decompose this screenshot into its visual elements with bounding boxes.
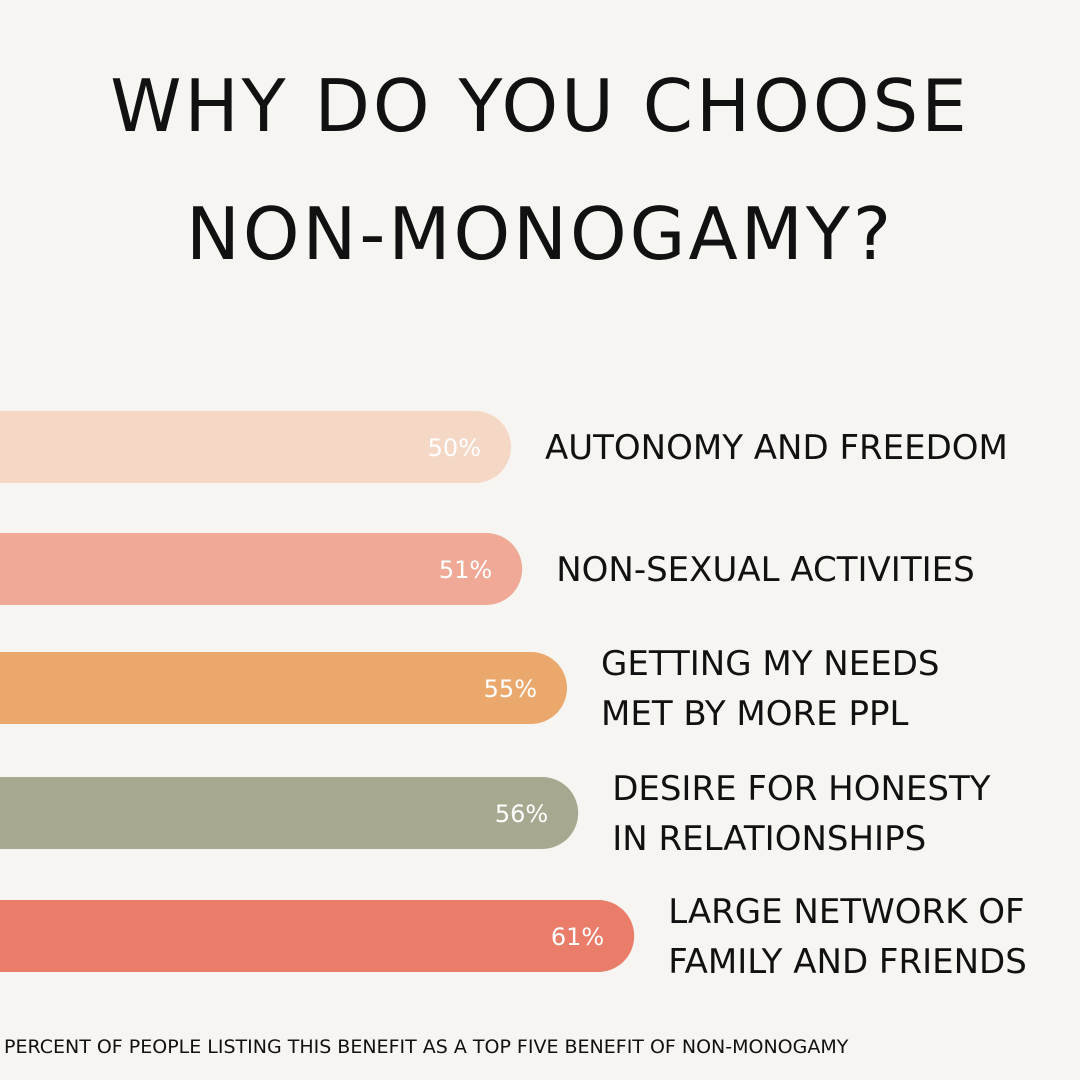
bar-value-label: 51% <box>439 556 492 584</box>
bar-value-label: 55% <box>484 675 537 703</box>
bar-chart: 50% AUTONOMY AND FREEDOM 51% NON-SEXUAL ACT… <box>0 411 1027 982</box>
bar <box>0 777 579 849</box>
bar <box>0 900 635 972</box>
bar <box>0 411 511 483</box>
category-label: IN RELATIONSHIPS <box>612 819 926 859</box>
category-label: NON-SEXUAL ACTIVITIES <box>556 550 975 590</box>
category-label: MET BY MORE PPL <box>601 694 908 734</box>
chart-title-line-2: NON-MONOGAMY? <box>185 192 895 276</box>
category-label: AUTONOMY AND FREEDOM <box>545 428 1008 468</box>
bar <box>0 652 567 724</box>
chart-title-line-1: WHY DO YOU CHOOSE <box>110 64 970 148</box>
category-label: FAMILY AND FRIENDS <box>668 942 1027 982</box>
chart-footnote: PERCENT OF PEOPLE LISTING THIS BENEFIT A… <box>4 1036 849 1058</box>
bar-value-label: 56% <box>495 800 548 828</box>
bar-value-label: 61% <box>551 923 604 951</box>
category-label: GETTING MY NEEDS <box>601 644 939 684</box>
bar <box>0 533 523 605</box>
category-label: LARGE NETWORK OF <box>668 892 1024 932</box>
bar-value-label: 50% <box>428 434 481 462</box>
category-label: DESIRE FOR HONESTY <box>612 769 991 809</box>
